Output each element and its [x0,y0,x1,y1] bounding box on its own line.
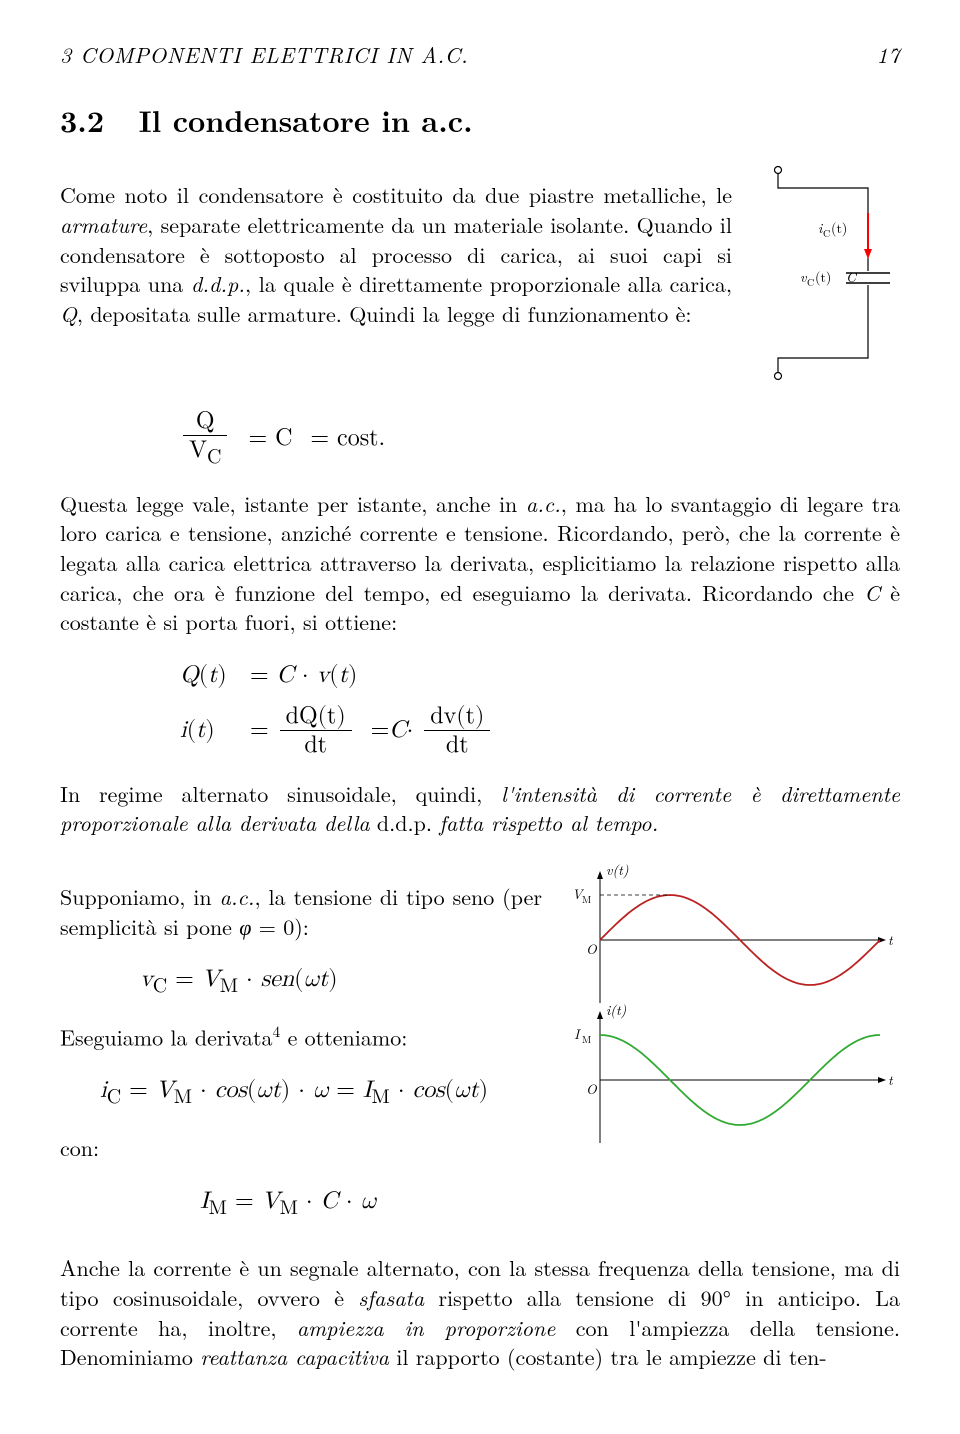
section-heading: 3.2 Il condensatore in a.c. [60,100,900,141]
svg-text:O: O [586,939,598,959]
svg-text:C: C [823,226,830,240]
paragraph-7: Anche la corrente è un segnale alternato… [60,1253,900,1372]
svg-text:O: O [586,1079,598,1099]
svg-text:i(t): i(t) [606,1000,627,1020]
paragraph-4: Supponiamo, in a.c., la tensione di tipo… [60,882,542,941]
svg-text:(t): (t) [831,218,847,238]
running-header: 3 COMPONENTI ELETTRICI IN A.C. 17 [60,40,900,70]
eq3: vC = VM · sen(ωt) [140,963,542,1000]
eq-block-2: Q(t) = C · v(t) i(t) = dQ(t)dt = C · dv(… [180,659,900,756]
svg-text:M: M [582,1032,591,1046]
eq1: QVC = C = cost. [180,409,385,467]
svg-text:t: t [888,1070,894,1090]
svg-text:C: C [807,275,814,289]
header-left: 3 COMPONENTI ELETTRICI IN A.C. [60,40,468,70]
svg-text:t: t [888,930,894,950]
capacitor-circuit-diagram: iC(t)vC(t)C [750,158,900,388]
svg-text:(t): (t) [815,267,831,287]
eq4: iC = VM · cos(ωt) · ω = IM · cos(ωt) [100,1074,542,1111]
section-title: Il condensatore in a.c. [139,98,473,141]
svg-text:C: C [846,267,858,287]
svg-text:v(t): v(t) [606,860,629,880]
paragraph-3: In regime alternato sinusoidale, quindi,… [60,779,900,838]
paragraph-6: con: [60,1133,542,1163]
paragraph-intro: Come noto il condensatore è costituito d… [60,180,732,328]
svg-text:M: M [582,892,591,906]
svg-text:I: I [574,1024,582,1044]
voltage-current-waveforms-chart: v(t)VMOti(t)IMOt [560,860,900,1160]
section-number: 3.2 [60,98,104,141]
paragraph-2: Questa legge vale, istante per istante, … [60,489,900,637]
paragraph-5: Eseguiamo la derivata4 e otteniamo: [60,1022,542,1052]
page-number: 17 [877,40,900,70]
eq5: IM = VM · C · ω [200,1185,542,1222]
svg-text:v: v [800,267,807,287]
